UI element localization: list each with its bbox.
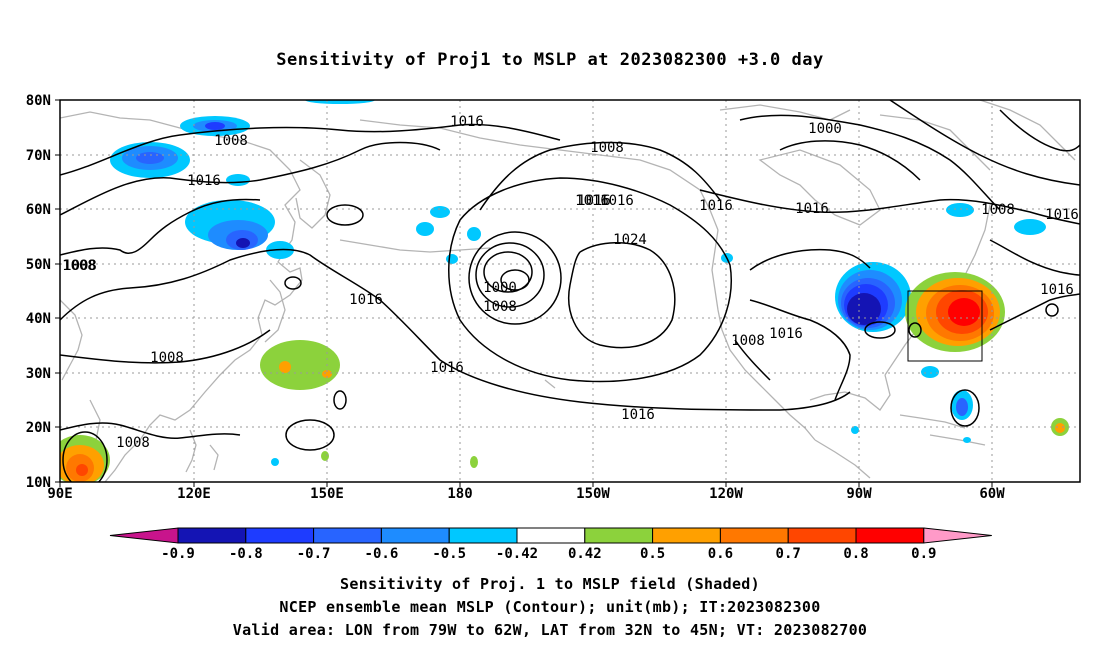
caption-line-2: NCEP ensemble mean MSLP (Contour); unit(…	[279, 598, 821, 616]
caption-line-1: Sensitivity of Proj. 1 to MSLP field (Sh…	[340, 575, 760, 593]
colorbar-left-arrow	[109, 527, 179, 544]
contour-label: 1016	[769, 326, 803, 342]
contour-label: 1016	[187, 173, 221, 189]
valid-area-box	[907, 290, 983, 362]
contour-label: 1008	[63, 258, 97, 274]
colorbar-label: -0.42	[496, 546, 538, 562]
lat-label: 40N	[26, 311, 51, 327]
colorbar-segment	[652, 527, 721, 544]
lon-label: 180	[447, 486, 472, 502]
contour-label: 1016	[575, 193, 609, 209]
contour-label: 1000	[483, 280, 517, 296]
lat-label: 60N	[26, 202, 51, 218]
contour-label: 1008	[731, 333, 765, 349]
colorbar-segment	[177, 527, 247, 544]
colorbar-segment	[448, 527, 518, 544]
contour-label: 1016	[1045, 207, 1079, 223]
colorbar-label: 0.9	[911, 546, 936, 562]
contour-label: 1016	[795, 201, 829, 217]
contour-label: 1016	[621, 407, 655, 423]
lon-label: 120W	[709, 486, 743, 502]
colorbar-label: -0.7	[297, 546, 331, 562]
colorbar-segment	[313, 527, 382, 544]
longitude-labels: 90E 120E 150E 180 150W 120W 90W 60W	[47, 486, 1005, 502]
colorbar-label: -0.6	[365, 546, 399, 562]
colorbar-label: -0.9	[161, 546, 195, 562]
lon-label: 60W	[979, 486, 1005, 502]
contour-label: 1008	[590, 140, 624, 156]
colorbar	[109, 527, 992, 544]
contour-label: 1008	[62, 258, 96, 274]
contour-label: 1008	[981, 202, 1015, 218]
contour-label: 1016	[430, 360, 464, 376]
contour-label: 1008	[483, 299, 517, 315]
lat-label: 10N	[26, 475, 51, 491]
contour-label: 1000	[808, 121, 842, 137]
colorbar-segment	[584, 527, 654, 544]
mslp-contours	[60, 100, 1080, 482]
lon-label: 150W	[576, 486, 610, 502]
contour-label: 1016	[699, 198, 733, 214]
colorbar-label: -0.8	[229, 546, 263, 562]
lon-label: 90E	[47, 486, 72, 502]
latitude-labels: 80N 70N 60N 50N 40N 30N 20N 10N	[26, 93, 51, 491]
colorbar-segment	[245, 527, 315, 544]
colorbar-label: 0.7	[776, 546, 801, 562]
colorbar-label: -0.5	[432, 546, 466, 562]
caption-line-3: Valid area: LON from 79W to 62W, LAT fro…	[232, 621, 868, 639]
sensitivity-shading	[60, 100, 1069, 482]
colorbar-right-arrow	[923, 527, 992, 544]
contour-label: 1016	[600, 193, 634, 209]
lon-label: 150E	[310, 486, 344, 502]
lat-label: 30N	[26, 366, 51, 382]
lat-label: 70N	[26, 148, 51, 164]
contour-labels: 1016100810161008101610161024100010081016…	[62, 114, 1079, 451]
colorbar-segment	[516, 527, 586, 544]
lon-label: 120E	[177, 486, 211, 502]
contour-label: 1024	[613, 232, 647, 248]
lat-label: 20N	[26, 420, 51, 436]
graticule	[60, 100, 1080, 482]
colorbar-labels: -0.9 -0.8 -0.7 -0.6 -0.5 -0.42 0.42 0.5 0.6 0.7 0.…	[161, 546, 936, 562]
lon-label: 90W	[846, 486, 872, 502]
axis-ticks	[55, 99, 993, 487]
colorbar-label: 0.8	[843, 546, 868, 562]
colorbar-segment	[380, 527, 450, 544]
colorbar-label: 0.6	[708, 546, 733, 562]
lat-label: 50N	[26, 257, 51, 273]
colorbar-segment	[855, 527, 925, 544]
colorbar-segment	[719, 527, 789, 544]
colorbar-segment	[787, 527, 857, 544]
contour-label: 1016	[349, 292, 383, 308]
plot-title: Sensitivity of Proj1 to MSLP at 20230823…	[276, 50, 824, 70]
contour-label: 1016	[450, 114, 484, 130]
contour-label: 1008	[214, 133, 248, 149]
plot-frame	[59, 99, 1081, 483]
lat-label: 80N	[26, 93, 51, 109]
colorbar-label: 0.5	[640, 546, 665, 562]
contour-label: 1016	[577, 193, 611, 209]
colorbar-label: 0.42	[568, 546, 602, 562]
contour-label: 1008	[150, 350, 184, 366]
contour-label: 1016	[1040, 282, 1074, 298]
contour-label: 1008	[116, 435, 150, 451]
